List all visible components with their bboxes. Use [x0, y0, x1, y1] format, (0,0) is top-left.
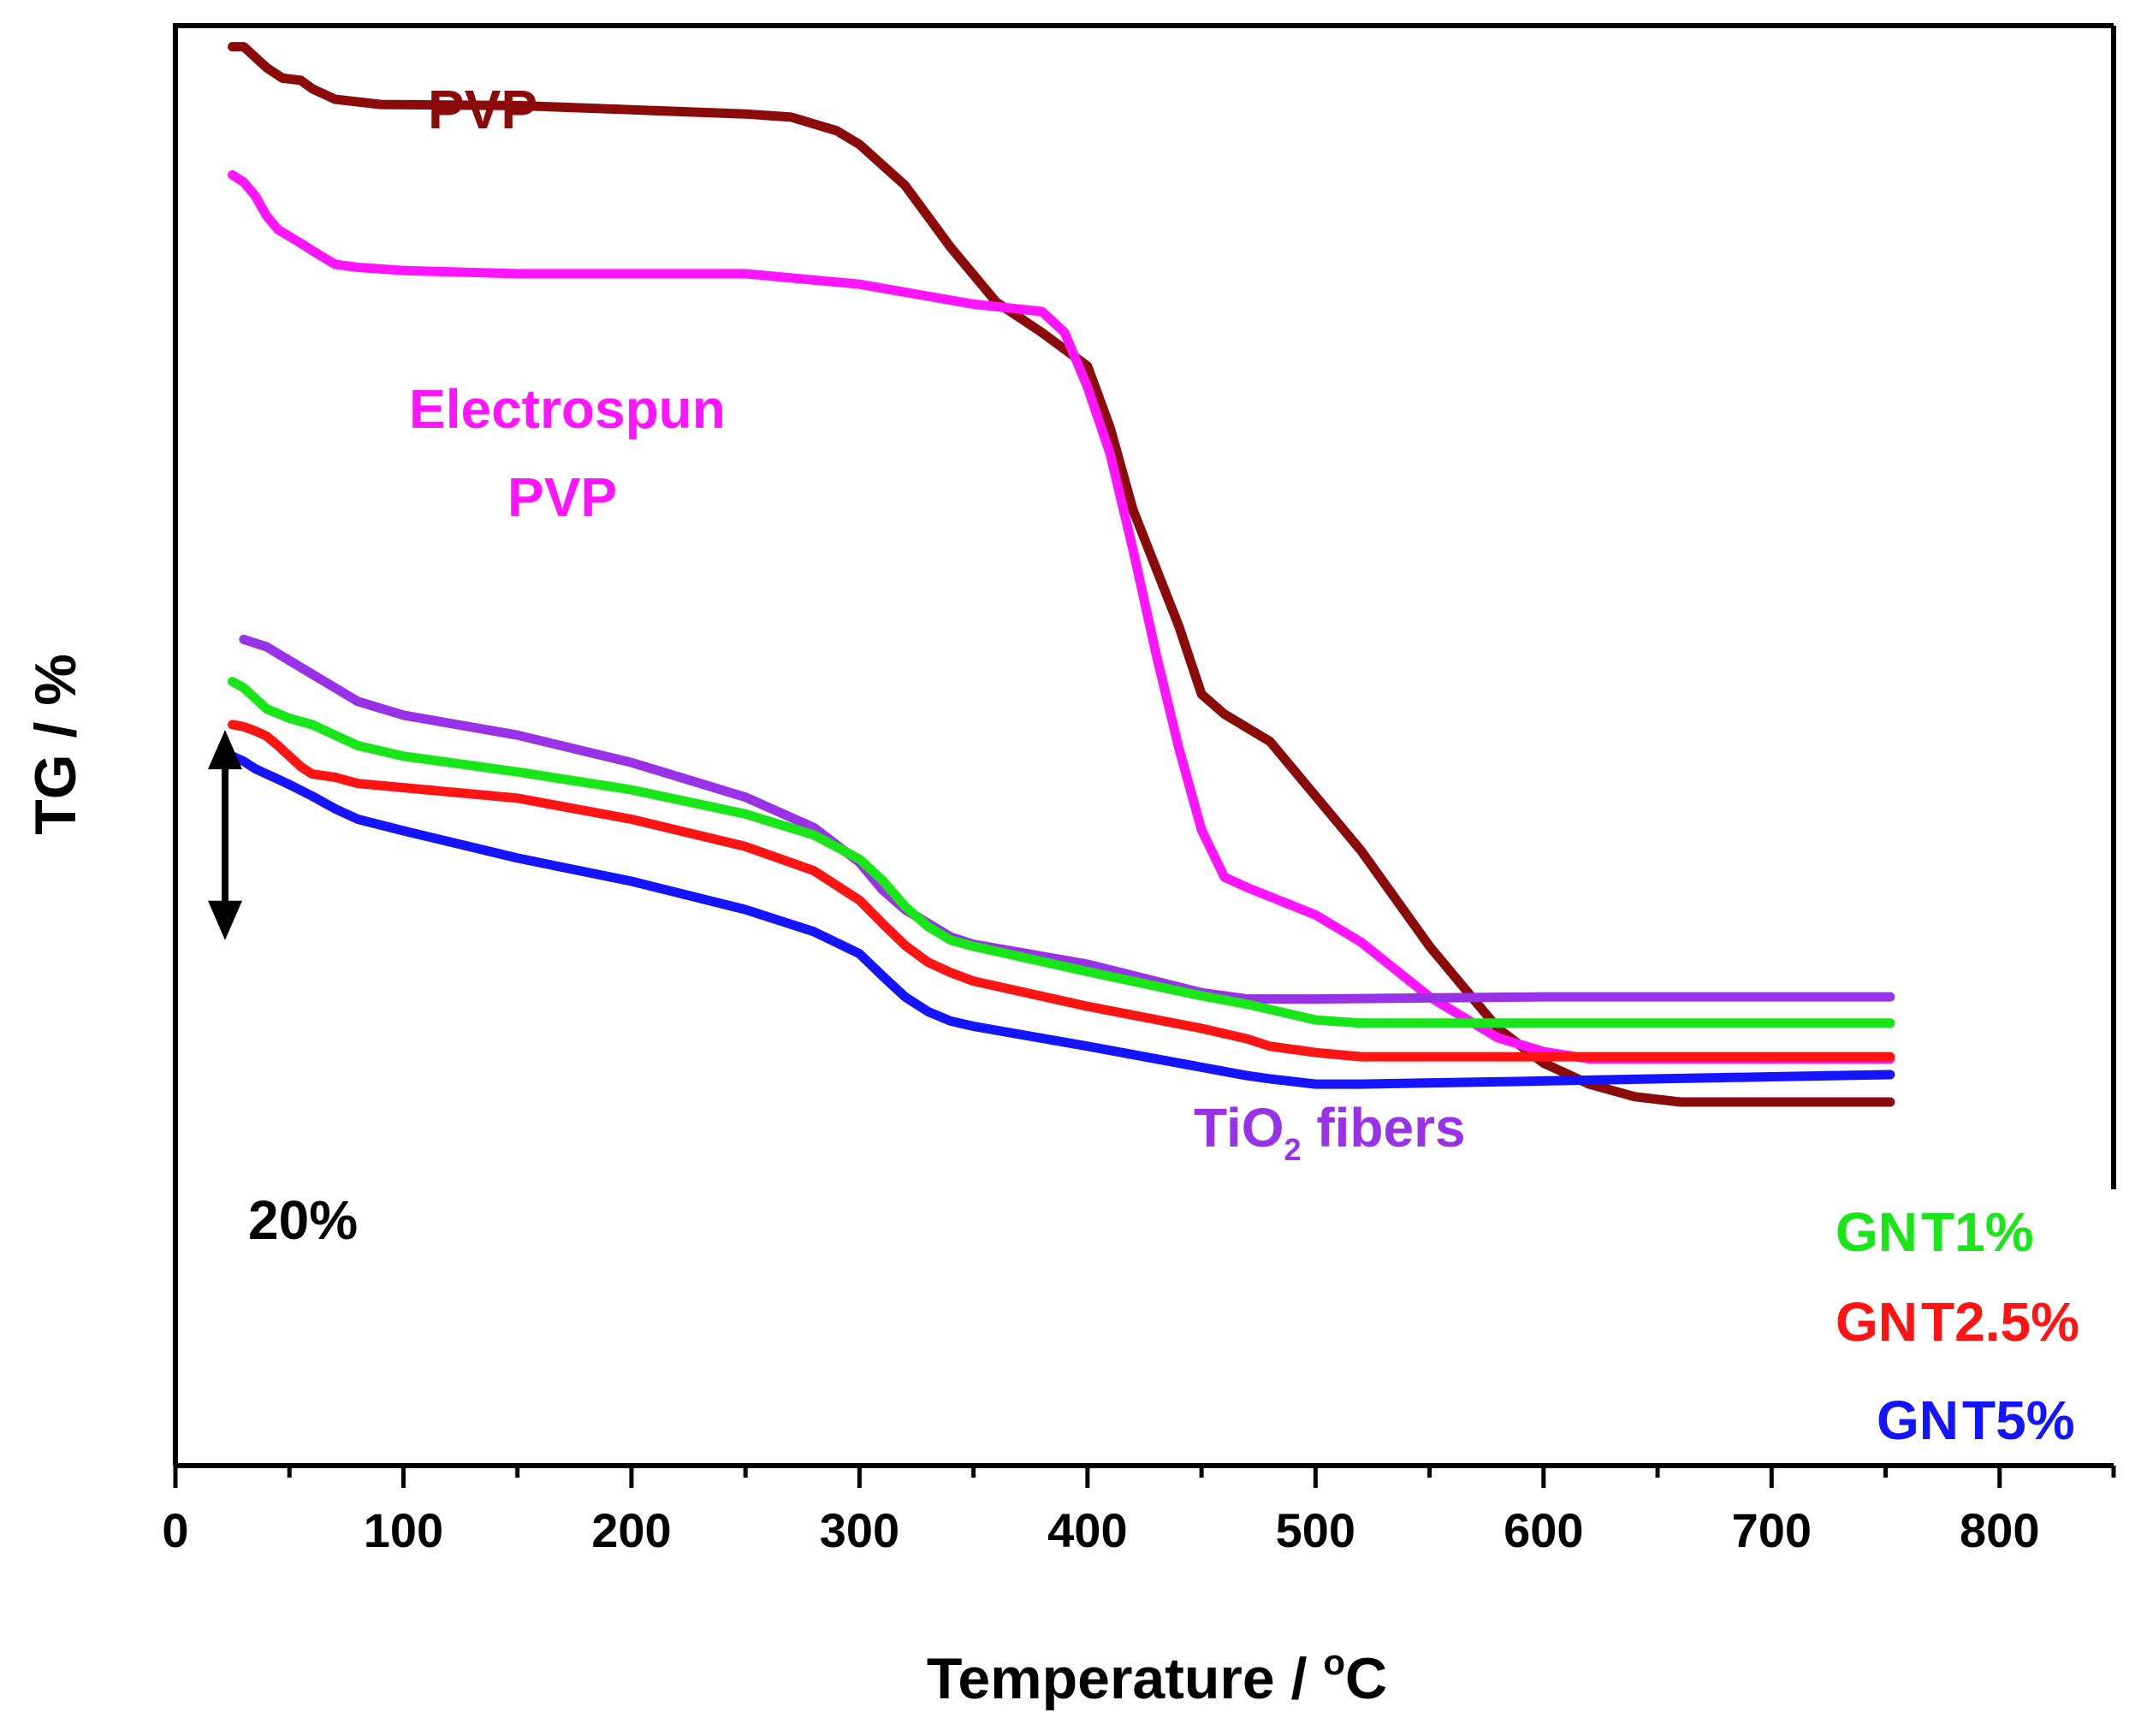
gnt1-prefix: GN	[1836, 1201, 1918, 1263]
gnt5-prefix: GN	[1877, 1389, 1959, 1451]
series-line-pvp	[228, 42, 1895, 1107]
x-tick-label-700: 700	[1732, 1503, 1812, 1557]
series-label-tio2-fibers: TiO2 fibers	[1194, 1097, 1466, 1167]
series-line-gnt5	[228, 751, 1895, 1089]
scale-bar: 20%	[208, 730, 358, 1251]
x-tick-label-800: 800	[1960, 1503, 2039, 1557]
x-axis-title-unit: C	[1345, 1646, 1387, 1711]
x-tick-label-200: 200	[591, 1503, 671, 1557]
scale-bar-label: 20%	[248, 1189, 358, 1251]
y-axis-title: TG / %	[23, 654, 88, 835]
series-label-pvp: PVP	[428, 79, 537, 140]
x-axis-title: Temperature / oC	[927, 1642, 1387, 1711]
series-label-electrospun: Electrospun	[409, 378, 726, 440]
gnt1-suffix: T1%	[1921, 1201, 2034, 1263]
gnt2-5-suffix: T2.5%	[1921, 1291, 2079, 1353]
gnt5-suffix: T5%	[1962, 1389, 2075, 1451]
x-tick-label-600: 600	[1503, 1503, 1583, 1557]
x-axis-title-degree: o	[1323, 1642, 1345, 1682]
series-label-gnt2-5: GNT2.5%	[1836, 1291, 2079, 1353]
plot-frame-top-left	[173, 23, 2114, 1466]
x-axis-ticks	[173, 1466, 2116, 1488]
series-line-electrospun-pvp	[228, 169, 1895, 1064]
series-label-electrospun-pvp-line2: PVP	[507, 466, 617, 528]
series-line-gnt2-5	[228, 720, 1895, 1062]
scale-bar-arrow-down-icon	[208, 900, 242, 940]
scale-bar-arrow-up-icon	[208, 730, 242, 770]
x-tick-label-100: 100	[364, 1503, 443, 1557]
x-tick-label-400: 400	[1047, 1503, 1127, 1557]
series-label-gnt1: GNT1%	[1836, 1201, 2034, 1263]
series-line-gnt1	[228, 677, 1895, 1028]
series-line-tio2-fibers	[239, 634, 1895, 1004]
x-tick-label-500: 500	[1276, 1503, 1355, 1557]
x-tick-label-300: 300	[820, 1503, 899, 1557]
tio2-subscript: 2	[1284, 1132, 1302, 1167]
x-axis-tick-labels: 0 100 200 300 400 500 600 700 800	[162, 1503, 2039, 1557]
tio2-base-text: TiO	[1194, 1097, 1284, 1158]
tio2-fibers-text: fibers	[1302, 1097, 1466, 1158]
gnt2-5-prefix: GN	[1836, 1291, 1918, 1353]
series-label-gnt5: GNT5%	[1877, 1389, 2075, 1451]
series-lines	[228, 42, 1895, 1107]
x-axis-title-text: Temperature /	[927, 1646, 1324, 1711]
x-tick-label-0: 0	[162, 1503, 188, 1557]
